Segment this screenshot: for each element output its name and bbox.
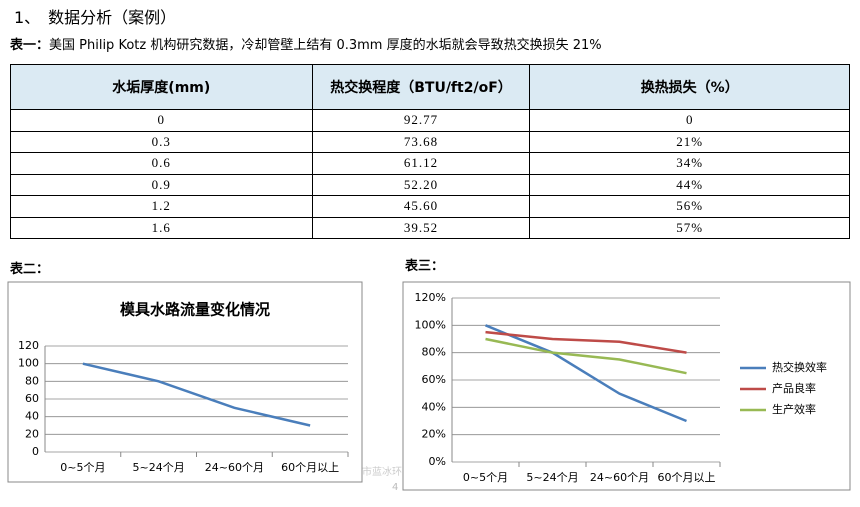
heading: 1、 数据分析（案例） (14, 8, 177, 27)
table-row: 0.6 61.12 34% (10, 152, 850, 175)
data-line (485, 324, 687, 423)
legend-label: 产品良率 (772, 381, 816, 395)
y-tick-label: 60% (422, 373, 446, 386)
table-cell: 34% (529, 152, 850, 175)
y-tick-label: 0% (429, 455, 446, 468)
x-tick-label: 24~60个月 (590, 471, 649, 484)
data-line (485, 337, 687, 375)
x-tick-label: 0~5个月 (60, 461, 105, 474)
table-cell: 57% (529, 216, 850, 239)
y-tick-label: 120 (18, 339, 39, 352)
y-tick-label: 80 (25, 374, 39, 387)
data-line (82, 362, 311, 427)
table-body: 0 92.77 0 0.3 73.68 21% 0.6 61.12 34% 0.9 52.20 44%… (10, 109, 850, 239)
chart-frame (7, 281, 363, 483)
caption-text: 美国 Philip Kotz 机构研究数据，冷却管壁上结有 0.3mm 厚度的水… (49, 38, 602, 53)
column-header: 换热损失（%） (529, 64, 850, 110)
data-table: 水垢厚度(mm) 热交换程度（BTU/ft2/oF） 换热损失（%） 0 92.77 0… (10, 64, 850, 239)
header-row: 水垢厚度(mm) 热交换程度（BTU/ft2/oF） 换热损失（%） (10, 64, 850, 110)
x-tick-label: 60个月以上 (281, 461, 339, 474)
y-tick-label: 20% (422, 428, 446, 441)
table-cell: 1.6 (10, 216, 313, 239)
column-header: 热交换程度（BTU/ft2/oF） (311, 64, 531, 110)
x-tick-label: 60个月以上 (658, 471, 716, 484)
x-tick-label: 24~60个月 (205, 461, 264, 474)
y-tick-label: 100% (415, 318, 446, 331)
x-tick-label: 5~24个月 (526, 471, 578, 484)
table-row: 0.3 73.68 21% (10, 130, 850, 153)
chart-title: 模具水路流量变化情况 (120, 301, 270, 319)
chart-frame (402, 281, 851, 491)
caption: 表三： (405, 259, 445, 274)
table-row: 1.2 45.60 56% (10, 195, 850, 218)
data-line (485, 330, 687, 354)
table-cell: 73.68 (311, 130, 531, 153)
caption-label: 表一： (10, 38, 50, 53)
y-tick-label: 60 (25, 392, 39, 405)
y-tick-label: 100 (18, 357, 39, 370)
y-tick-label: 120% (415, 291, 446, 304)
table-cell: 0.3 (10, 130, 313, 153)
y-tick-label: 80% (422, 346, 446, 359)
watermark: 市蓝冰环 (362, 467, 402, 478)
column-header: 水垢厚度(mm) (10, 64, 313, 110)
x-tick-label: 5~24个月 (133, 461, 185, 474)
table-cell: 39.52 (311, 216, 531, 239)
y-tick-label: 20 (25, 427, 39, 440)
y-tick-label: 40% (422, 400, 446, 413)
y-tick-label: 40 (25, 410, 39, 423)
table-row: 1.6 39.52 57% (10, 216, 850, 239)
table-cell: 92.77 (311, 109, 531, 132)
y-tick-label: 0 (32, 445, 39, 458)
x-tick-label: 0~5个月 (463, 471, 508, 484)
legend-label: 热交换效率 (772, 360, 827, 374)
page-number: 4 (392, 482, 399, 493)
caption: 表二： (10, 262, 50, 277)
caption: 表一：美国 Philip Kotz 机构研究数据，冷却管壁上结有 0.3mm 厚… (10, 34, 602, 53)
legend-label: 生产效率 (772, 402, 816, 416)
